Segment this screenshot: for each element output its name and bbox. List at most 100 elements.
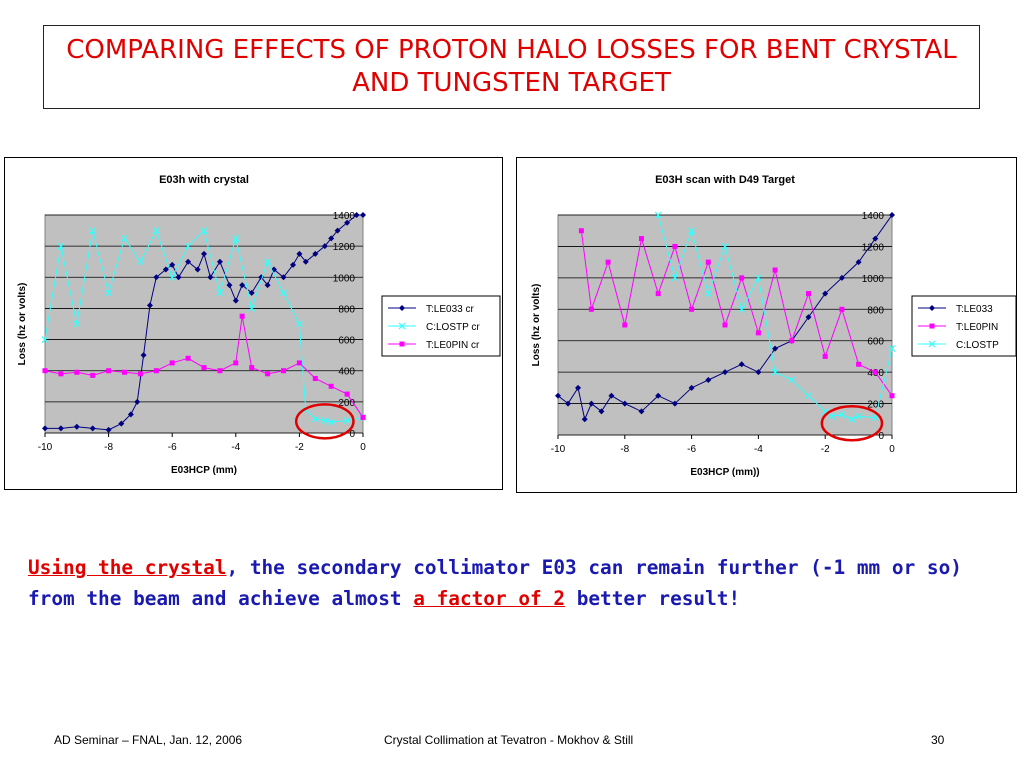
slide-title: COMPARING EFFECTS OF PROTON HALO LOSSES … bbox=[66, 35, 957, 98]
y-tick-label: 200 bbox=[867, 400, 884, 411]
conclusion-text-part2: better result! bbox=[565, 587, 741, 610]
data-point bbox=[169, 261, 176, 268]
data-point bbox=[41, 336, 49, 343]
data-point bbox=[738, 305, 746, 313]
data-point bbox=[57, 425, 64, 432]
data-point bbox=[90, 372, 96, 378]
chart-crystal: E03h with crystal 0 200 400 600 800 1000 1200 14… bbox=[4, 157, 503, 490]
x-axis-label: E03HCP (mm) bbox=[171, 465, 237, 476]
data-point bbox=[89, 227, 97, 234]
y-tick-label: 0 bbox=[349, 429, 355, 440]
data-point bbox=[74, 369, 80, 375]
x-axis-label: E03HCP (mm)) bbox=[690, 467, 759, 478]
data-point bbox=[233, 360, 239, 366]
data-point bbox=[200, 227, 208, 234]
data-point bbox=[121, 234, 128, 242]
series-line bbox=[557, 214, 893, 421]
legend-marker bbox=[398, 322, 406, 330]
chart-target: E03H scan with D49 Target020040060080010… bbox=[516, 157, 1017, 493]
highlight-using-crystal: Using the crystal bbox=[28, 556, 227, 579]
data-point bbox=[838, 411, 846, 418]
data-point bbox=[153, 368, 159, 374]
data-point bbox=[152, 227, 160, 234]
data-point bbox=[721, 243, 729, 250]
data-point bbox=[588, 400, 595, 407]
data-point bbox=[232, 234, 240, 242]
conclusion-text: Using the crystal, the secondary collima… bbox=[28, 552, 988, 614]
x-tick-label: -8 bbox=[620, 444, 629, 455]
data-point bbox=[555, 392, 561, 399]
data-point bbox=[872, 369, 878, 375]
data-point bbox=[353, 212, 360, 218]
data-point bbox=[754, 274, 762, 282]
data-point bbox=[281, 368, 286, 374]
data-point bbox=[344, 391, 350, 397]
data-point bbox=[265, 371, 271, 377]
data-point bbox=[856, 361, 862, 367]
data-point bbox=[321, 243, 328, 250]
data-point bbox=[295, 320, 303, 328]
data-point bbox=[872, 235, 879, 242]
data-point bbox=[201, 365, 207, 371]
data-point bbox=[328, 383, 334, 389]
data-point bbox=[216, 258, 223, 265]
series-t-le033-cr bbox=[42, 212, 366, 433]
x-tick-label: 0 bbox=[360, 442, 366, 453]
data-point bbox=[739, 275, 745, 281]
data-point bbox=[216, 289, 224, 297]
chart-title: E03h with crystal bbox=[159, 174, 249, 186]
footer-seminar: AD Seminar – FNAL, Jan. 12, 2006 bbox=[54, 733, 243, 747]
y-tick-label: 1200 bbox=[862, 242, 885, 253]
legend-marker bbox=[399, 341, 405, 347]
y-tick-label: 600 bbox=[338, 336, 355, 347]
data-point bbox=[328, 235, 335, 242]
data-point bbox=[153, 274, 160, 281]
data-point bbox=[672, 243, 678, 249]
data-point bbox=[705, 259, 711, 265]
x-tick-label: -4 bbox=[231, 442, 240, 453]
data-point bbox=[327, 418, 335, 426]
legend-marker bbox=[929, 323, 935, 329]
data-point bbox=[565, 400, 572, 407]
legend-marker bbox=[399, 305, 405, 311]
data-point bbox=[671, 400, 678, 407]
data-point bbox=[588, 306, 594, 312]
data-point bbox=[344, 219, 351, 226]
data-point bbox=[360, 212, 366, 218]
data-point bbox=[312, 376, 318, 381]
x-tick-label: -6 bbox=[168, 442, 177, 453]
data-point bbox=[169, 360, 175, 366]
data-point bbox=[608, 392, 615, 399]
series-c-lostp bbox=[654, 211, 896, 423]
series-t-le0pin-cr bbox=[42, 313, 366, 420]
data-point bbox=[788, 376, 796, 384]
data-point bbox=[789, 338, 795, 344]
x-tick-label: -10 bbox=[551, 444, 566, 455]
data-point bbox=[127, 411, 134, 418]
data-point bbox=[822, 290, 829, 297]
data-point bbox=[828, 412, 836, 420]
data-point bbox=[73, 320, 81, 328]
y-tick-label: 1000 bbox=[862, 274, 885, 285]
data-point bbox=[838, 274, 845, 281]
data-point bbox=[655, 392, 662, 399]
data-point bbox=[239, 313, 245, 319]
data-point bbox=[232, 297, 239, 304]
data-point bbox=[621, 400, 628, 407]
y-axis-label: Loss (hz or volts) bbox=[17, 283, 28, 366]
data-point bbox=[772, 345, 779, 352]
data-point bbox=[118, 420, 125, 427]
data-point bbox=[185, 355, 191, 361]
x-tick-label: -6 bbox=[687, 444, 696, 455]
data-point bbox=[58, 371, 64, 377]
y-tick-label: 1000 bbox=[333, 273, 356, 284]
data-point bbox=[140, 352, 147, 359]
data-point bbox=[772, 267, 778, 273]
legend-label: T:LE033 bbox=[956, 304, 993, 315]
data-point bbox=[578, 228, 584, 234]
data-point bbox=[755, 330, 761, 336]
y-tick-label: 400 bbox=[338, 367, 355, 378]
data-point bbox=[889, 212, 895, 218]
data-point bbox=[248, 289, 255, 296]
data-point bbox=[296, 360, 302, 366]
